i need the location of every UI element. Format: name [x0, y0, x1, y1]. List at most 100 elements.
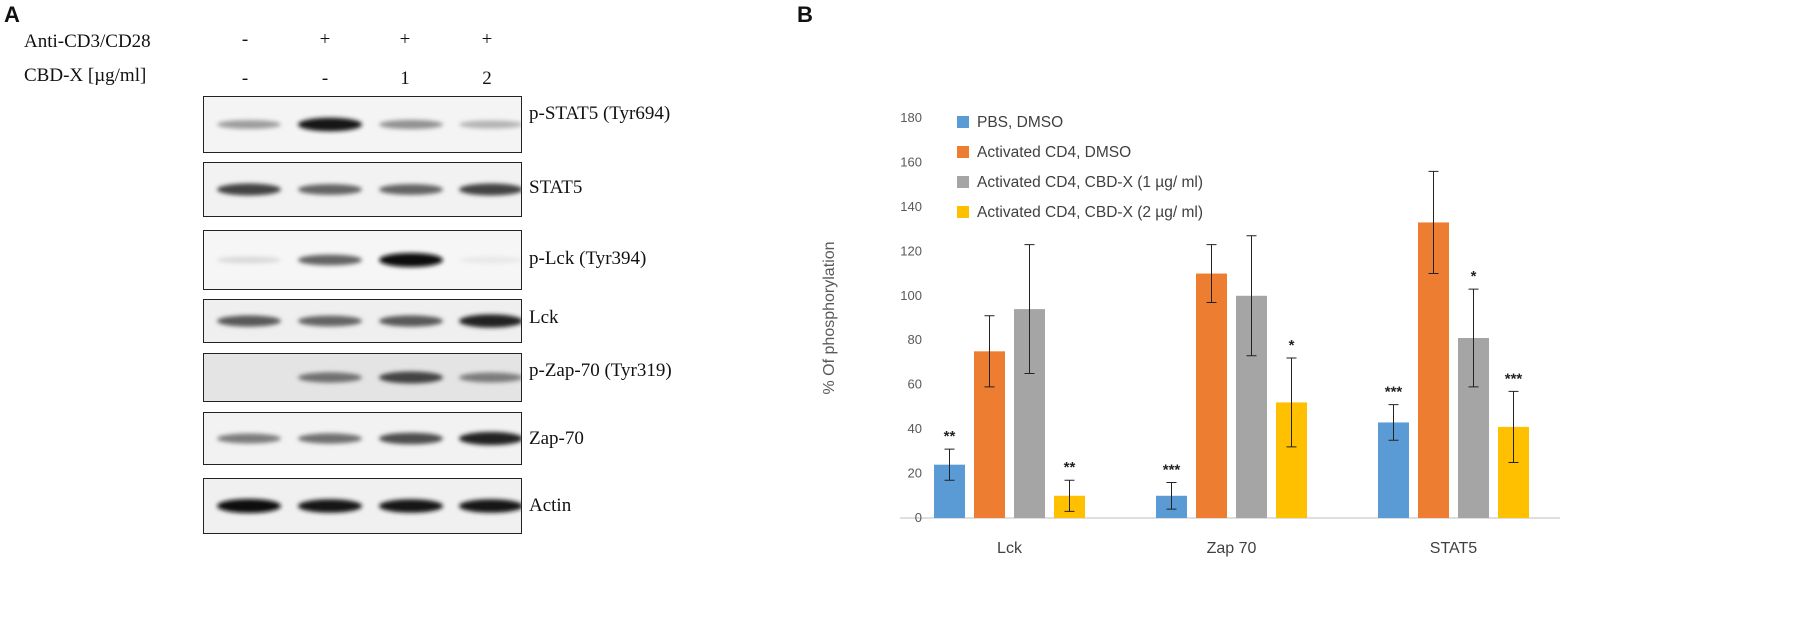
- blot-label-p-lck: p-Lck (Tyr394): [529, 248, 647, 269]
- blot-label-actin: Actin: [529, 495, 572, 516]
- cbd-x-dose-label: CBD-X [µg/ml]: [24, 65, 147, 86]
- blot-band: [459, 183, 521, 196]
- blot-band: [298, 499, 362, 513]
- legend-label: Activated CD4, CBD-X (2 µg/ ml): [977, 204, 1203, 221]
- blot-p-zap70: [203, 353, 522, 402]
- error-bar: [984, 315, 995, 388]
- blot-bands: [217, 183, 521, 196]
- blot-band: [217, 183, 281, 196]
- blot-actin: [203, 478, 522, 534]
- error-bar: [1064, 479, 1075, 512]
- error-bar: [1286, 357, 1297, 448]
- blot-lck: [203, 299, 522, 343]
- blot-bands: [217, 314, 521, 328]
- blot-band: [379, 315, 443, 327]
- blot-band: [379, 499, 443, 513]
- blot-band: [217, 433, 281, 444]
- blot-band: [217, 315, 281, 327]
- blot-p-lck: [203, 230, 522, 290]
- blot-bands: [298, 371, 521, 384]
- blot-band: [298, 433, 362, 444]
- blot-bands: [217, 117, 521, 132]
- legend-swatch: [957, 206, 969, 218]
- lane-3-anti-cd3-mark: +: [399, 29, 411, 50]
- error-bar: [1024, 244, 1035, 375]
- blot-band: [379, 371, 443, 384]
- blot-label-zap70: Zap-70: [529, 428, 584, 449]
- panel-a-letter: A: [4, 2, 20, 27]
- y-tick-label: 0: [915, 510, 922, 525]
- blot-band: [379, 432, 443, 445]
- blot-label-stat5: STAT5: [529, 177, 583, 198]
- error-bar: [1206, 244, 1217, 303]
- lane-1-cbd-x-mark: -: [241, 68, 249, 89]
- bar: [1196, 273, 1227, 518]
- significance-label: *: [1289, 337, 1295, 354]
- blot-p-stat5: [203, 96, 522, 153]
- lane-2-cbd-x-mark: -: [321, 68, 329, 89]
- legend-label: PBS, DMSO: [977, 114, 1063, 131]
- blot-band: [459, 499, 521, 513]
- blot-band: [298, 117, 362, 132]
- category-label: Lck: [997, 540, 1023, 557]
- category-label: Zap 70: [1207, 540, 1257, 557]
- lane-3-cbd-x-mark: 1: [400, 68, 410, 89]
- y-tick-label: 180: [900, 110, 922, 125]
- panel-b-letter: B: [797, 2, 813, 27]
- y-tick-label: 20: [908, 466, 922, 481]
- significance-label: ***: [1163, 461, 1181, 478]
- legend-swatch: [957, 116, 969, 128]
- y-tick-label: 160: [900, 154, 922, 169]
- lane-2-anti-cd3-mark: +: [319, 29, 331, 50]
- y-tick-label: 40: [908, 421, 922, 436]
- error-bar: [1166, 481, 1177, 510]
- error-bar: [1468, 288, 1479, 388]
- blot-band: [379, 119, 443, 130]
- y-tick-label: 100: [900, 288, 922, 303]
- blot-band: [459, 120, 521, 129]
- blot-band: [298, 372, 362, 383]
- blot-band: [459, 256, 521, 264]
- phosphorylation-bar-chart: 0 20 40 60 80 100 120 140 160 180 % Of phosphoryla…: [821, 110, 1560, 557]
- lane-4-anti-cd3-mark: +: [481, 29, 493, 50]
- error-bar: [1428, 170, 1439, 275]
- lane-1-anti-cd3-mark: -: [241, 29, 249, 50]
- y-tick-label: 120: [900, 243, 922, 258]
- y-tick-label: 80: [908, 332, 922, 347]
- blot-label-p-stat5: p-STAT5 (Tyr694): [529, 103, 671, 124]
- blot-band: [379, 253, 443, 267]
- blot-band: [217, 120, 281, 129]
- blot-stat5: [203, 162, 522, 217]
- significance-label: *: [1471, 268, 1477, 285]
- blot-band: [298, 254, 362, 266]
- blot-bands: [217, 431, 521, 446]
- blot-zap70: [203, 412, 522, 465]
- blot-bands: [217, 499, 521, 513]
- legend-swatch: [957, 176, 969, 188]
- y-tick-label: 140: [900, 199, 922, 214]
- y-tick-label: 60: [908, 377, 922, 392]
- anti-cd3-cd28-label: Anti-CD3/CD28: [24, 31, 151, 52]
- blot-band: [217, 256, 281, 264]
- y-axis-label: % Of phosphorylation: [821, 242, 838, 395]
- error-bar: [1508, 390, 1519, 463]
- category-label: STAT5: [1430, 540, 1478, 557]
- significance-label: ***: [1385, 384, 1403, 401]
- significance-label: **: [1064, 459, 1076, 476]
- legend-label: Activated CD4, CBD-X (1 µg/ ml): [977, 174, 1203, 191]
- error-bar: [944, 448, 955, 481]
- blot-band: [459, 431, 521, 446]
- error-bar: [1246, 235, 1257, 357]
- significance-label: **: [944, 428, 956, 445]
- lane-4-cbd-x-mark: 2: [482, 68, 492, 89]
- blot-label-lck: Lck: [529, 307, 559, 328]
- blot-band: [459, 372, 521, 383]
- blot-band: [217, 499, 281, 513]
- legend-swatch: [957, 146, 969, 158]
- blot-band: [379, 184, 443, 195]
- blot-band: [459, 314, 521, 328]
- legend-label: Activated CD4, DMSO: [977, 144, 1131, 161]
- error-bar: [1388, 404, 1399, 441]
- blot-band: [298, 184, 362, 195]
- blot-band: [298, 315, 362, 327]
